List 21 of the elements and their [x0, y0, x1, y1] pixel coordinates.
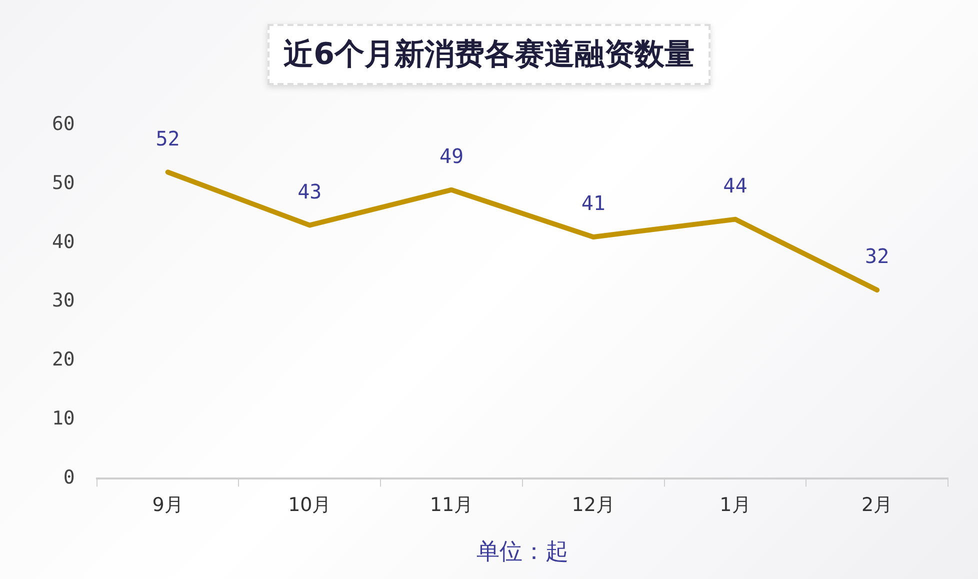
y-tick-label: 60 [52, 112, 75, 135]
y-tick-label: 50 [52, 172, 75, 194]
x-tick-label: 2月 [862, 494, 893, 516]
y-tick-label: 10 [52, 408, 75, 430]
data-label: 41 [581, 191, 606, 216]
y-tick-label: 20 [52, 348, 75, 371]
data-label: 52 [156, 126, 180, 150]
data-label: 43 [298, 179, 322, 204]
x-tick-label: 9月 [152, 494, 184, 516]
y-tick-label: 40 [52, 230, 75, 253]
x-tick-label: 10月 [288, 494, 332, 516]
y-tick-label: 0 [63, 466, 75, 489]
data-label: 49 [439, 144, 464, 168]
x-tick-label: 1月 [720, 494, 751, 516]
x-axis-title: 单位：起 [476, 539, 568, 566]
chart-title: 近6个月新消费各赛道融资数量 [268, 24, 710, 85]
x-tick-label: 12月 [572, 494, 615, 516]
y-tick-label: 30 [52, 290, 75, 312]
data-label: 32 [865, 244, 890, 268]
data-label: 44 [723, 173, 748, 198]
x-tick-label: 11月 [430, 494, 474, 516]
